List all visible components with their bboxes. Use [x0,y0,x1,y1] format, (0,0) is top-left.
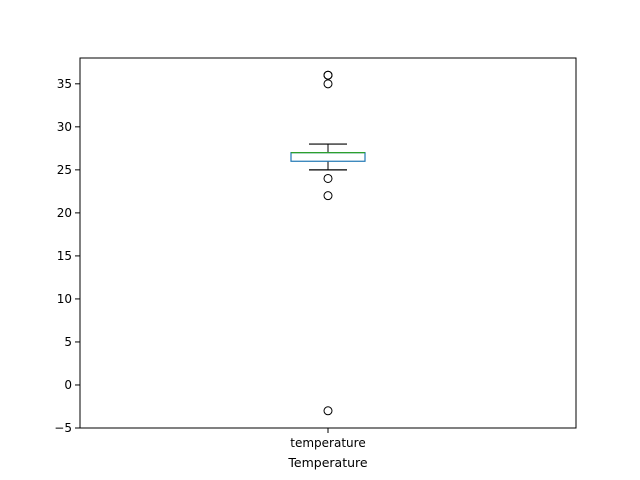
y-tick-label: 20 [57,206,72,220]
y-tick-label: 5 [64,335,72,349]
outlier-point [323,79,333,89]
y-tick-label: 15 [57,249,72,263]
plot-area [79,57,577,429]
y-tick-label: 25 [57,163,72,177]
x-axis: temperature [290,428,366,450]
box-group [290,70,366,416]
x-axis-label: Temperature [287,455,367,470]
y-tick-label: 0 [64,378,72,392]
outlier-point [323,406,333,416]
y-tick-label: −5 [54,421,72,435]
y-tick-label: 35 [57,77,72,91]
outlier-point [323,191,333,201]
y-tick-label: 10 [57,292,72,306]
y-tick-label: 30 [57,120,72,134]
outlier-point [323,70,333,80]
x-tick-label: temperature [290,436,365,450]
outlier-point [323,173,333,183]
y-axis: −5 0 5 10 15 20 25 30 35 [54,77,80,435]
